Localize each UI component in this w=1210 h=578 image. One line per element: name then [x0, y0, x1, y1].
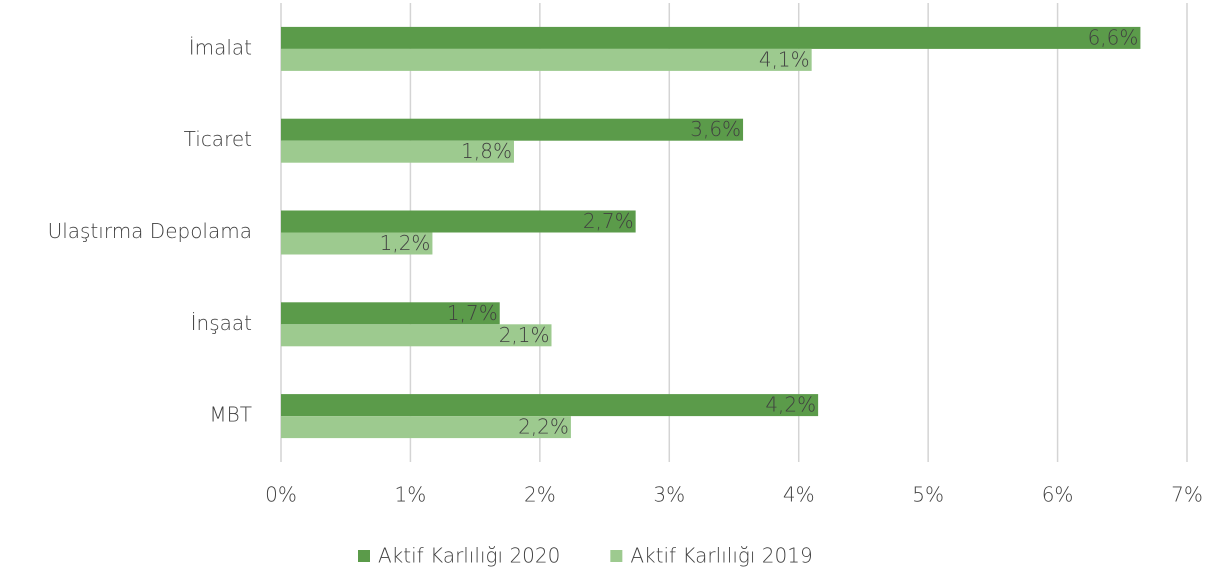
bar [281, 302, 500, 325]
data-label: 3,6% [690, 117, 741, 141]
bar [281, 140, 514, 163]
legend-swatch [610, 550, 623, 562]
data-label: 4,2% [765, 393, 816, 417]
bar [281, 118, 744, 141]
bar [281, 48, 812, 71]
data-label: 2,7% [583, 209, 634, 233]
x-tick-label: 2% [524, 483, 556, 507]
x-tick-label: 0% [265, 483, 297, 507]
legend-label: Aktif Karlılığı 2020 [378, 544, 560, 568]
y-tick-label: Ulaştırma Depolama [48, 219, 252, 243]
y-tick-label: İmalat [189, 35, 252, 59]
data-label: 1,7% [447, 301, 498, 325]
data-label: 1,2% [380, 231, 431, 255]
bar [281, 210, 636, 233]
bar [281, 26, 1141, 49]
x-tick-label: 6% [1042, 483, 1074, 507]
y-tick-label: MBT [209, 403, 252, 427]
bar [281, 324, 552, 347]
legend-swatch [358, 550, 370, 562]
x-tick-label: 4% [783, 483, 815, 507]
y-tick-label: İnşaat [191, 311, 252, 335]
y-tick-label: Ticaret [184, 127, 252, 151]
data-label: 2,1% [499, 323, 550, 347]
x-tick-label: 3% [653, 483, 685, 507]
data-label: 6,6% [1088, 25, 1139, 49]
x-tick-label: 5% [912, 483, 944, 507]
bar [281, 416, 571, 439]
bar [281, 394, 819, 417]
data-label: 1,8% [461, 139, 512, 163]
data-label: 2,2% [518, 415, 569, 439]
legend-label: Aktif Karlılığı 2019 [630, 544, 812, 568]
data-label: 4,1% [759, 47, 810, 71]
bar [281, 232, 433, 255]
x-tick-label: 7% [1171, 483, 1203, 507]
x-tick-label: 1% [395, 483, 427, 507]
